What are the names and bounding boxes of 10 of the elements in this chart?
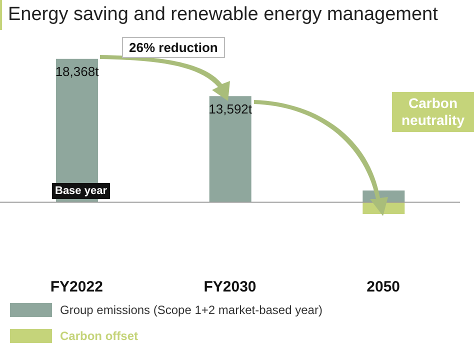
legend-label: Group emissions (Scope 1+2 market-based year): [60, 303, 322, 317]
legend-label: Carbon offset: [60, 329, 138, 343]
annotation: Carbon neutrality: [392, 92, 474, 132]
x-tick-label: FY2030: [204, 278, 256, 296]
x-tick-label: FY2022: [50, 278, 103, 296]
x-tick-label: 2050: [366, 278, 400, 296]
annotation: Base year: [52, 183, 110, 199]
chart-title: Energy saving and renewable energy management: [0, 0, 474, 30]
text: 26% reduction: [122, 37, 225, 58]
bar: [209, 96, 252, 202]
